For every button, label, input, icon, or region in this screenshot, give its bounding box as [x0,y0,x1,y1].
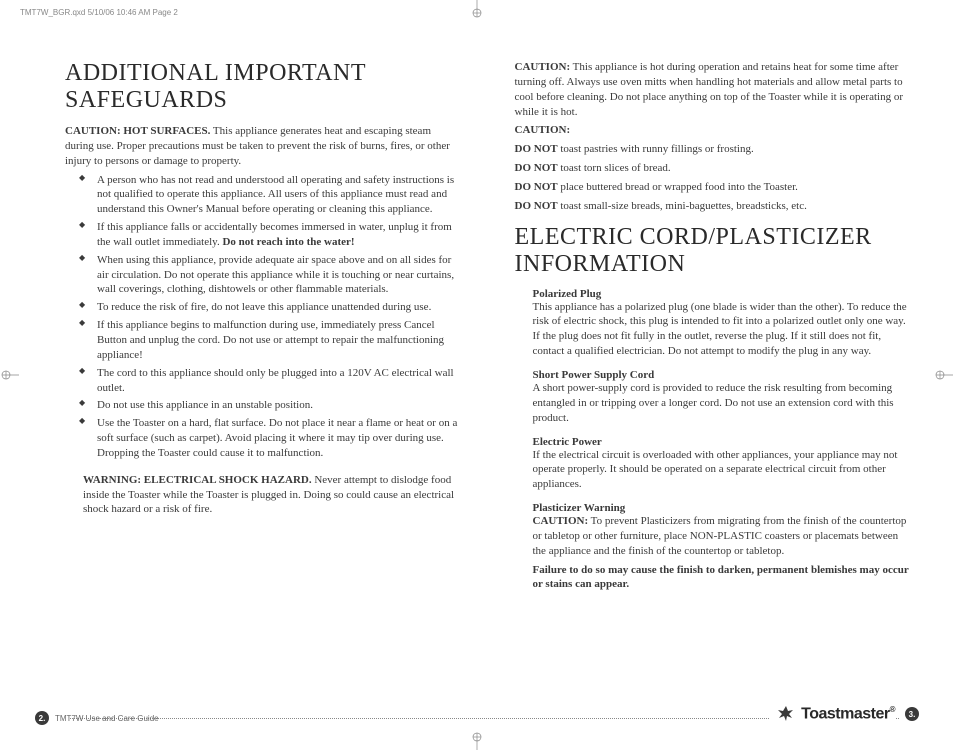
subhead: Short Power Supply Cord [533,369,910,381]
donot-line: DO NOT toast pastries with runny filling… [515,142,910,157]
list-item: To reduce the risk of fire, do not leave… [83,300,460,315]
brand-icon [775,703,797,725]
brand-logo: Toastmaster® [769,703,895,725]
registration-mark-bottom [467,732,487,750]
list-item: Do not use this appliance in an unstable… [83,398,460,413]
footer-left: 2. TMT7W Use and Care Guide [35,711,159,725]
list-item: Use the Toaster on a hard, flat surface.… [83,416,460,461]
page-number-left: 2. [35,711,49,725]
page-number-right: 3. [905,707,919,721]
print-header: TMT7W_BGR.qxd 5/10/06 10:46 AM Page 2 [20,8,178,17]
donot-line: DO NOT toast torn slices of bread. [515,161,910,176]
subhead: Polarized Plug [533,288,910,300]
footer-right: Toastmaster® 3. [769,703,919,725]
caution-paragraph: CAUTION: HOT SURFACES. This appliance ge… [65,124,460,169]
warning-lead: WARNING: ELECTRICAL SHOCK HAZARD. [83,474,312,486]
electric-heading: ELECTRIC CORD/PLASTICIZER INFORMATION [515,224,910,278]
donot-line: DO NOT toast small-size breads, mini-bag… [515,199,910,214]
caution-label: CAUTION: [515,123,910,138]
left-page: ADDITIONAL IMPORTANT SAFEGUARDS CAUTION:… [65,60,460,596]
warning-paragraph: WARNING: ELECTRICAL SHOCK HAZARD. Never … [65,473,460,518]
subhead: Electric Power [533,436,910,448]
top-caution: CAUTION: This appliance is hot during op… [515,60,910,119]
registration-mark-left [1,365,19,385]
donot-line: DO NOT place buttered bread or wrapped f… [515,180,910,195]
safeguards-list: A person who has not read and understood… [65,173,460,461]
section-body: A short power-supply cord is provided to… [533,381,910,426]
section-body: CAUTION: To prevent Plasticizers from mi… [533,514,910,559]
list-item: If this appliance falls or accidentally … [83,220,460,250]
safeguards-heading: ADDITIONAL IMPORTANT SAFEGUARDS [65,60,460,114]
list-item: When using this appliance, provide adequ… [83,253,460,298]
registration-mark-top [467,0,487,18]
section-tail: Failure to do so may cause the finish to… [533,563,910,593]
section-body: If the electrical circuit is overloaded … [533,448,910,493]
page-spread: ADDITIONAL IMPORTANT SAFEGUARDS CAUTION:… [0,0,954,596]
footer-title: TMT7W Use and Care Guide [55,714,159,723]
list-item: A person who has not read and understood… [83,173,460,218]
registration-mark-right [935,365,953,385]
list-item: If this appliance begins to malfunction … [83,318,460,363]
footer: 2. TMT7W Use and Care Guide Toastmaster®… [0,703,954,725]
subhead: Plasticizer Warning [533,502,910,514]
electric-sections: Polarized Plug This appliance has a pola… [515,288,910,593]
caution-lead: CAUTION: HOT SURFACES. [65,125,210,137]
brand-text: Toastmaster® [801,705,895,723]
list-item: The cord to this appliance should only b… [83,366,460,396]
right-page: CAUTION: This appliance is hot during op… [515,60,910,596]
section-body: This appliance has a polarized plug (one… [533,300,910,359]
